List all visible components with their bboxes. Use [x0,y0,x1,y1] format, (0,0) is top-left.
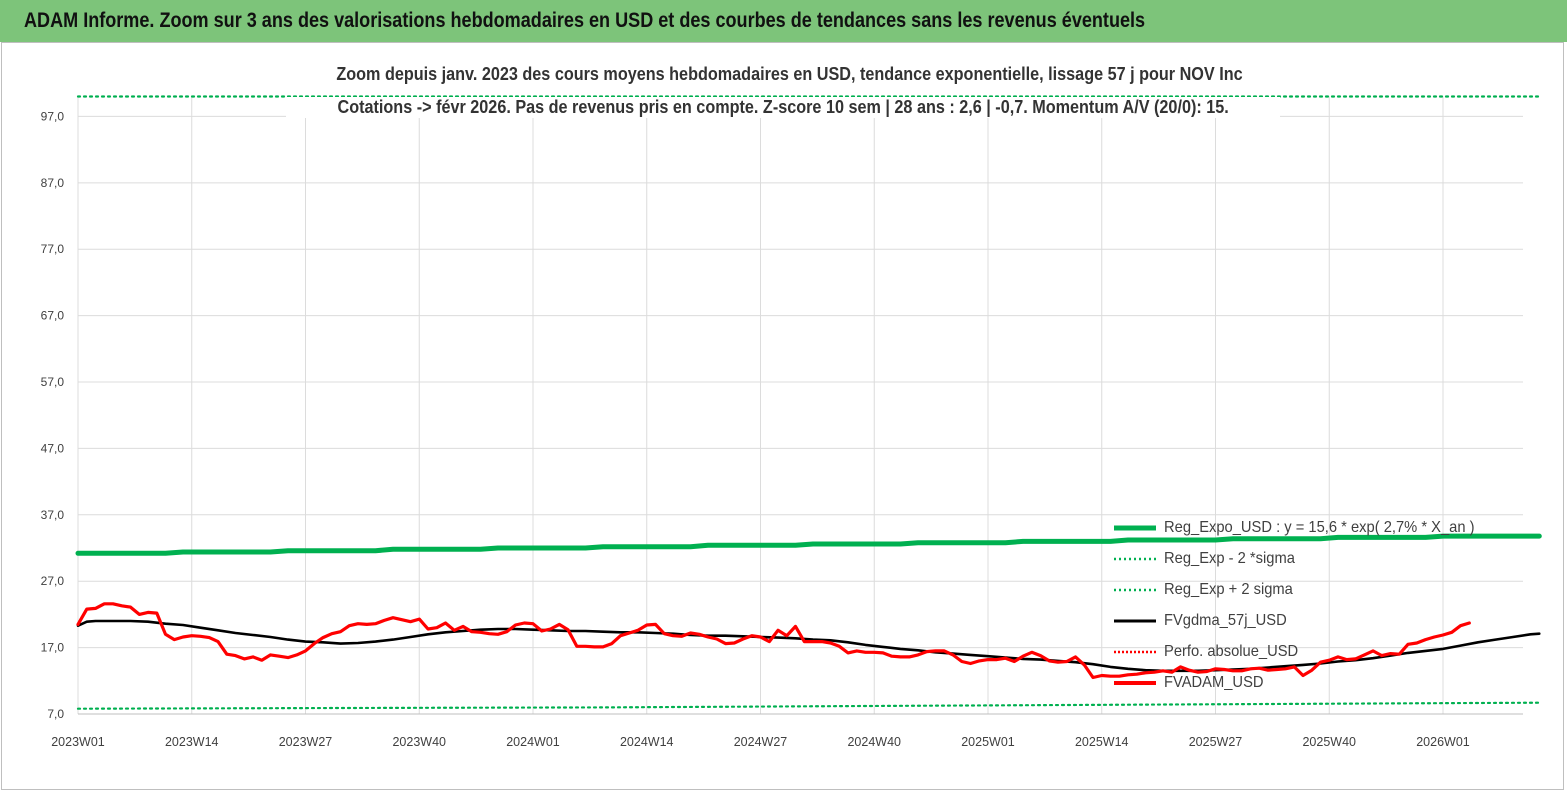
x-tick-label: 2023W01 [51,735,105,749]
legend-key-perfo [1114,650,1156,653]
legend-label-reg-exp-plus: Reg_Exp + 2 sigma [1164,580,1293,598]
y-tick-label: 27,0 [41,574,65,588]
legend-label-fvadam: FVADAM_USD [1164,673,1264,691]
chart-legend: Reg_Expo_USD : y = 15,6 * exp( 2,7% * X_… [1112,512,1522,698]
y-tick-label: 7,0 [47,707,64,721]
chart-subtitle-line1: Zoom depuis janv. 2023 des cours moyens … [286,64,1280,85]
legend-item-reg-exp-minus: Reg_Exp - 2 *sigma [1112,543,1522,574]
x-tick-label: 2024W27 [734,735,788,749]
x-tick-label: 2026W01 [1416,735,1470,749]
y-tick-label: 37,0 [41,508,65,522]
legend-key-reg-exp-plus [1114,588,1156,591]
x-tick-label: 2024W40 [847,735,901,749]
legend-label-reg-expo: Reg_Expo_USD : y = 15,6 * exp( 2,7% * X_… [1164,518,1475,536]
series-line-1 [76,701,1541,710]
y-tick-label: 97,0 [41,109,65,123]
chart-series [75,95,1542,710]
legend-item-reg-expo: Reg_Expo_USD : y = 15,6 * exp( 2,7% * X_… [1112,512,1522,543]
page-title: ADAM Informe. Zoom sur 3 ans des valoris… [24,9,1146,32]
y-tick-label: 67,0 [41,309,65,323]
x-tick-label: 2024W14 [620,735,674,749]
x-tick-label: 2025W27 [1189,735,1243,749]
legend-label-perfo: Perfo. absolue_USD [1164,642,1299,660]
legend-label-fvgdma: FVgdma_57j_USD [1164,611,1287,629]
x-tick-label: 2024W01 [506,735,560,749]
legend-item-fvgdma: FVgdma_57j_USD [1112,605,1522,636]
x-tick-label: 2023W14 [165,735,219,749]
x-tick-label: 2023W27 [279,735,333,749]
legend-label-reg-exp-minus: Reg_Exp - 2 *sigma [1164,549,1295,567]
legend-item-fvadam: FVADAM_USD [1112,667,1522,698]
legend-key-fvgdma [1114,619,1156,622]
y-tick-label: 77,0 [41,242,65,256]
series-line-5 [76,602,1471,680]
chart-grid [77,96,1523,715]
x-axis-ticks: 2023W01 2023W14 2023W27 2023W40 2024W01 2024W… [51,735,1470,749]
y-tick-label: 17,0 [41,641,65,655]
title-banner: ADAM Informe. Zoom sur 3 ans des valoris… [0,0,1567,42]
legend-key-reg-expo [1114,525,1156,530]
x-tick-label: 2025W14 [1075,735,1129,749]
y-tick-label: 57,0 [41,375,65,389]
y-tick-label: 47,0 [41,441,65,455]
chart-subtitle-line2: Cotations -> févr 2026. Pas de revenus p… [286,97,1280,118]
legend-key-reg-exp-minus [1114,557,1156,560]
y-axis-ticks: 7,0 17,0 27,0 37,0 47,0 57,0 67,0 77,0 87,0 97,0 [41,109,65,721]
chart-frame [1,42,1564,790]
x-tick-label: 2023W40 [392,735,446,749]
x-tick-label: 2025W40 [1302,735,1356,749]
x-tick-label: 2025W01 [961,735,1015,749]
series-line-0 [75,533,1542,556]
y-tick-label: 87,0 [41,176,65,190]
legend-item-reg-exp-plus: Reg_Exp + 2 sigma [1112,574,1522,605]
legend-key-fvadam [1114,680,1156,685]
legend-item-perfo: Perfo. absolue_USD [1112,636,1522,667]
